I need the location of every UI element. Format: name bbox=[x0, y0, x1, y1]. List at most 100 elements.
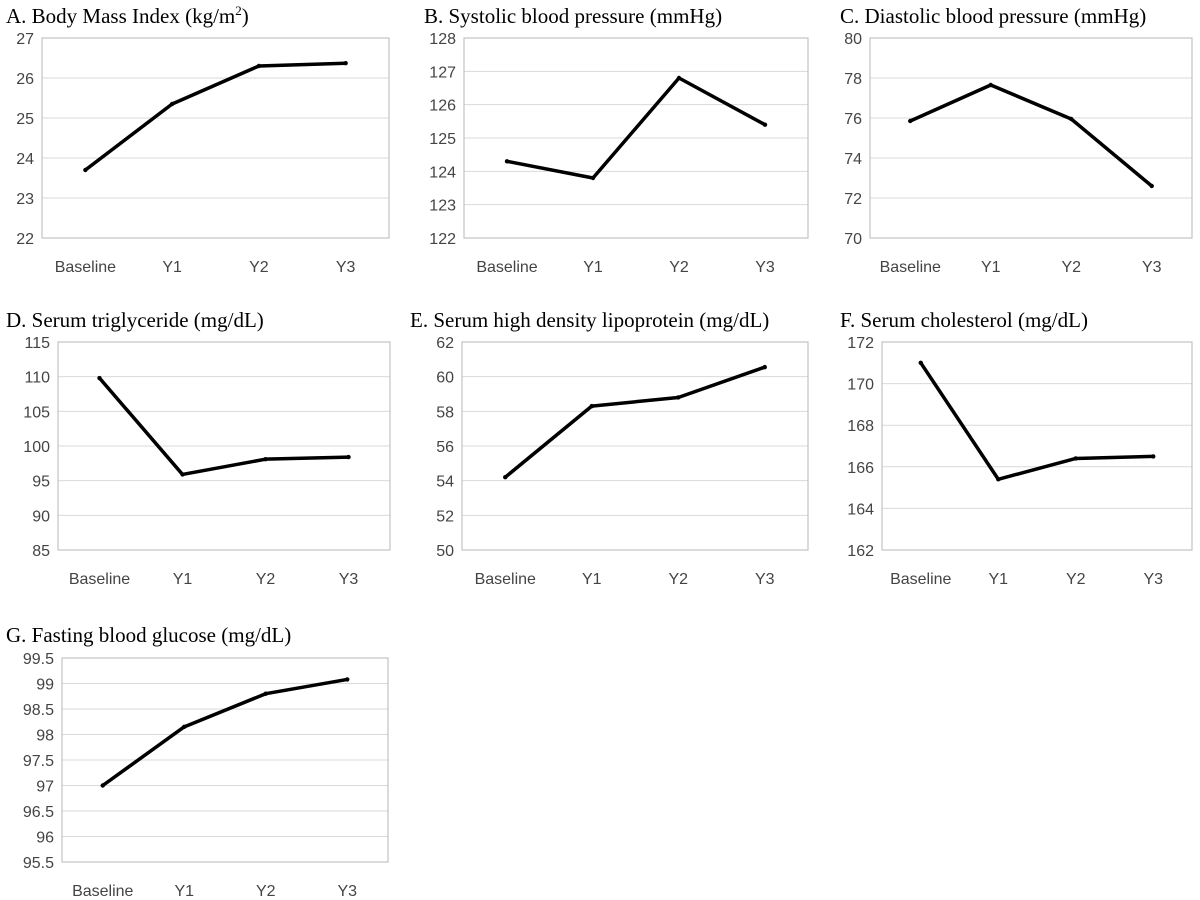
data-point bbox=[996, 477, 1001, 482]
line-chart: 70 72 74 76 78 80 Baseline Y1 Y2 Y3 bbox=[844, 31, 1193, 276]
chart-title: A. Body Mass Index (kg/m2) bbox=[6, 3, 249, 28]
data-point bbox=[100, 783, 105, 788]
x-tick-label: Y1 bbox=[988, 571, 1008, 588]
y-tick-label: 123 bbox=[429, 198, 456, 215]
plot-area bbox=[41, 37, 390, 239]
y-tick-label: 170 bbox=[847, 377, 874, 394]
y-tick-label: 172 bbox=[847, 335, 874, 352]
x-tick-label: Y1 bbox=[162, 259, 182, 276]
data-point bbox=[1151, 454, 1156, 459]
y-tick-label: 166 bbox=[847, 460, 874, 477]
y-tick-label: 96.5 bbox=[23, 804, 54, 821]
data-point bbox=[590, 175, 596, 181]
data-point bbox=[918, 360, 923, 365]
y-tick-label: 128 bbox=[429, 31, 456, 48]
data-point bbox=[343, 61, 348, 66]
y-tick-label: 124 bbox=[429, 164, 456, 181]
x-tick-label: Y2 bbox=[669, 259, 689, 276]
series-line bbox=[101, 677, 349, 788]
x-tick-label: Baseline bbox=[69, 571, 130, 588]
y-tick-label: 115 bbox=[24, 335, 50, 352]
x-tick-label: Y3 bbox=[337, 883, 357, 900]
y-tick-label: 56 bbox=[436, 439, 454, 456]
data-point bbox=[263, 691, 268, 696]
y-tick-label: 122 bbox=[429, 231, 456, 248]
y-tick-label: 95 bbox=[32, 474, 50, 491]
x-tick-label: Y2 bbox=[256, 571, 276, 588]
data-point bbox=[346, 454, 351, 460]
data-point bbox=[97, 375, 102, 381]
y-tick-label: 80 bbox=[844, 31, 862, 48]
y-tick-label: 98 bbox=[36, 728, 54, 745]
x-tick-label: Y2 bbox=[668, 571, 688, 588]
y-tick-label: 52 bbox=[436, 508, 454, 525]
y-tick-label: 99.5 bbox=[23, 651, 54, 668]
x-tick-label: Baseline bbox=[890, 571, 951, 588]
y-tick-label: 125 bbox=[429, 131, 456, 148]
y-tick-label: 70 bbox=[844, 231, 862, 248]
x-tick-label: Y3 bbox=[1143, 571, 1163, 588]
x-tick-label: Baseline bbox=[475, 571, 536, 588]
y-tick-label: 22 bbox=[16, 231, 34, 248]
y-tick-label: 168 bbox=[847, 418, 874, 435]
data-point bbox=[908, 118, 913, 124]
series-line bbox=[97, 376, 351, 477]
y-tick-label: 60 bbox=[436, 370, 454, 387]
panel-e: E. Serum high density lipoprotein (mg/dL… bbox=[400, 300, 830, 590]
y-tick-label: 100 bbox=[23, 439, 50, 456]
panel-f: F. Serum cholesterol (mg/dL) 162 164 166 16… bbox=[810, 300, 1200, 590]
series-line bbox=[908, 83, 1154, 188]
y-tick-label: 74 bbox=[844, 151, 862, 168]
line-chart: 95.5 96 96.5 97 97.5 98 98.5 99 99.5 Baseline Y1 Y2… bbox=[23, 651, 389, 900]
plot-area bbox=[463, 37, 809, 239]
data-point bbox=[263, 456, 268, 462]
y-tick-label: 50 bbox=[436, 543, 454, 560]
y-tick-label: 97.5 bbox=[23, 753, 54, 770]
chart-title: G. Fasting blood glucose (mg/dL) bbox=[6, 623, 292, 647]
x-tick-label: Y3 bbox=[336, 259, 356, 276]
y-tick-label: 54 bbox=[436, 474, 454, 491]
data-point bbox=[182, 724, 187, 730]
x-tick-label: Baseline bbox=[880, 259, 941, 276]
series-line bbox=[83, 61, 348, 172]
x-tick-label: Y2 bbox=[1066, 571, 1086, 588]
y-tick-label: 110 bbox=[24, 370, 50, 387]
data-point bbox=[83, 167, 88, 173]
data-point bbox=[676, 75, 682, 81]
y-tick-label: 126 bbox=[429, 98, 456, 115]
x-tick-label: Baseline bbox=[476, 259, 537, 276]
panel-c: C. Diastolic blood pressure (mmHg) 70 72 7… bbox=[810, 0, 1200, 290]
y-tick-label: 95.5 bbox=[23, 855, 54, 872]
line-chart: 22 23 24 25 26 27 Baseline Y1 Y2 Y3 bbox=[16, 31, 390, 276]
x-tick-label: Y1 bbox=[582, 571, 602, 588]
y-tick-label: 162 bbox=[847, 543, 874, 560]
y-tick-label: 105 bbox=[23, 404, 50, 421]
panel-d: D. Serum triglyceride (mg/dL) 85 90 95 100 1… bbox=[0, 300, 400, 590]
chart-title: B. Systolic blood pressure (mmHg) bbox=[424, 4, 723, 28]
plot-area bbox=[869, 37, 1193, 239]
x-tick-label: Y1 bbox=[174, 883, 194, 900]
x-tick-label: Y3 bbox=[755, 259, 775, 276]
data-point bbox=[504, 159, 510, 164]
data-point bbox=[345, 677, 350, 682]
x-tick-label: Baseline bbox=[72, 883, 133, 900]
y-tick-label: 62 bbox=[436, 335, 454, 352]
y-tick-label: 127 bbox=[429, 64, 456, 81]
data-point bbox=[169, 101, 175, 107]
x-tick-label: Y2 bbox=[256, 883, 276, 900]
series-line bbox=[503, 365, 767, 479]
y-tick-label: 23 bbox=[16, 191, 34, 208]
x-tick-label: Y3 bbox=[1142, 259, 1162, 276]
line-chart: 85 90 95 100 105 110 115 Baseline Y1 Y2 Y3 bbox=[23, 335, 391, 588]
chart-title: E. Serum high density lipoprotein (mg/dL… bbox=[410, 308, 770, 332]
panel-b: B. Systolic blood pressure (mmHg) 122 123… bbox=[400, 0, 810, 290]
plot-area bbox=[61, 657, 389, 863]
y-tick-label: 96 bbox=[36, 830, 54, 847]
data-point bbox=[503, 475, 508, 480]
data-point bbox=[256, 63, 262, 69]
plot-area bbox=[461, 341, 809, 551]
y-tick-label: 78 bbox=[844, 71, 862, 88]
data-point bbox=[589, 403, 594, 409]
plot-area bbox=[881, 341, 1193, 551]
data-point bbox=[676, 395, 681, 400]
